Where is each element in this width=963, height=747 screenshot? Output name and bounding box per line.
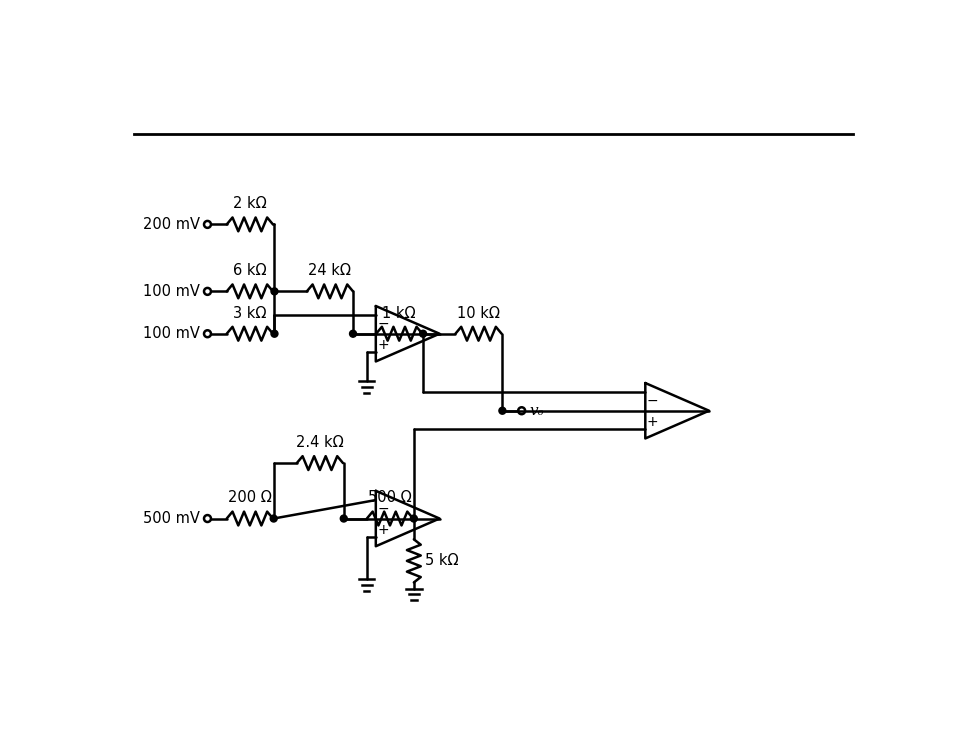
Circle shape [350,330,356,337]
Text: $-$: $-$ [377,500,389,515]
Text: $-$: $-$ [646,393,659,406]
Text: $-$: $-$ [377,316,389,329]
Text: 2.4 kΩ: 2.4 kΩ [296,435,344,450]
Text: 2 kΩ: 2 kΩ [233,196,267,211]
Text: $+$: $+$ [377,338,389,352]
Text: 200 mV: 200 mV [143,217,199,232]
Circle shape [499,407,506,414]
Text: 200 Ω: 200 Ω [228,491,272,506]
Text: 3 kΩ: 3 kΩ [233,306,267,320]
Text: 24 kΩ: 24 kΩ [308,263,351,279]
Circle shape [420,330,427,337]
Text: vₒ: vₒ [530,403,544,418]
Text: 10 kΩ: 10 kΩ [457,306,500,320]
Circle shape [271,330,278,337]
Circle shape [271,288,278,295]
Text: 500 Ω: 500 Ω [368,491,412,506]
Text: $+$: $+$ [646,415,659,429]
Text: 100 mV: 100 mV [143,284,199,299]
Text: $+$: $+$ [377,523,389,536]
Text: 500 mV: 500 mV [143,511,199,526]
Text: 5 kΩ: 5 kΩ [425,554,458,568]
Text: 1 kΩ: 1 kΩ [382,306,416,320]
Text: 100 mV: 100 mV [143,326,199,341]
Circle shape [340,515,348,522]
Circle shape [410,515,417,522]
Circle shape [271,515,277,522]
Text: 6 kΩ: 6 kΩ [233,263,267,279]
